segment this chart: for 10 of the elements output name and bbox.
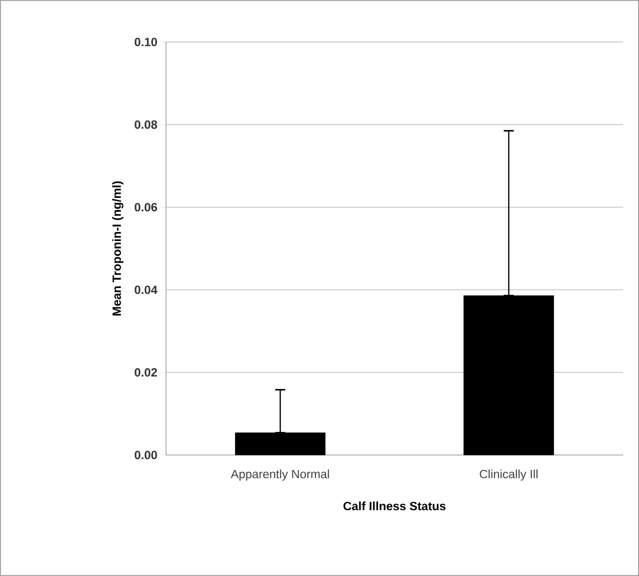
y-tick-label: 0.04 (134, 286, 158, 294)
x-tick-label: Apparently Normal (230, 470, 329, 481)
x-axis-title: Calf Illness Status (343, 502, 446, 510)
y-tick-label: 0.10 (134, 38, 157, 46)
y-tick-label: 0.08 (134, 120, 158, 129)
y-axis-title: Mean Troponin-I (ng/ml) (112, 181, 124, 316)
x-tick-label: Clinically Ill (480, 470, 538, 481)
y-tick-label: 0.02 (134, 368, 157, 377)
y-tick-label: 0.06 (134, 202, 158, 212)
y-tick-label: 0.00 (134, 450, 157, 460)
